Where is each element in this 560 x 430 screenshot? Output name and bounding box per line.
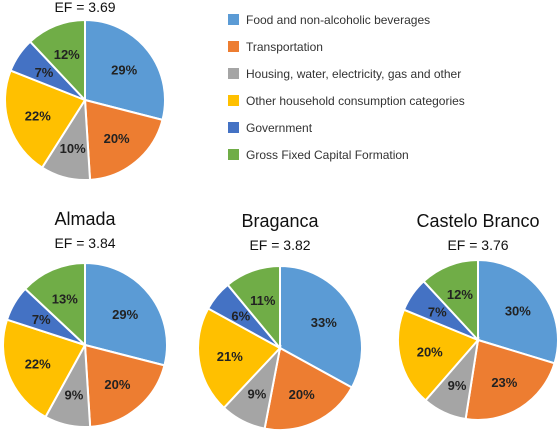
slice-label: 21% <box>217 349 243 364</box>
legend-label: Food and non-alcoholic beverages <box>246 13 430 27</box>
legend-label: Other household consumption categories <box>246 94 465 108</box>
legend-item-other-household-consumption-categories: Other household consumption categories <box>228 94 465 108</box>
slice-label: 13% <box>52 291 78 306</box>
slice-label: 20% <box>104 377 130 392</box>
legend-swatch <box>228 149 239 160</box>
legend-swatch <box>228 68 239 79</box>
pie-slice-other-household-consumption-categories <box>197 307 282 410</box>
slice-label: 33% <box>311 315 337 330</box>
slice-label: 9% <box>248 386 267 401</box>
slice-label: 30% <box>505 303 531 318</box>
pie-ef-value: EF = 3.82 <box>249 237 310 253</box>
pie-ef-value: EF = 3.76 <box>447 237 508 253</box>
pie-ef-value: EF = 3.69 <box>54 0 115 15</box>
pie-slice-gross-fixed-capital-formation <box>28 18 86 103</box>
pie-slice-gross-fixed-capital-formation <box>422 258 479 343</box>
legend-label: Gross Fixed Capital Formation <box>246 148 409 162</box>
slice-label: 20% <box>289 387 315 402</box>
pie-slice-other-household-consumption-categories <box>2 318 87 419</box>
legend-item-government: Government <box>228 121 313 135</box>
pie-slice-food-and-non-alcoholic-beverages <box>84 261 168 367</box>
pie-ef-value: EF = 3.84 <box>54 235 115 251</box>
pie-slice-transportation <box>464 338 556 421</box>
slice-label: 6% <box>231 309 250 324</box>
slice-label: 11% <box>250 293 276 308</box>
slice-label: 29% <box>112 307 138 322</box>
pie-chart-almada: Almada EF = 3.84 29% 20% 9% 22% 7%13% <box>2 209 168 428</box>
pie-slice-gross-fixed-capital-formation <box>23 261 86 348</box>
slice-label: 23% <box>491 375 517 390</box>
legend-label: Housing, water, electricity, gas and oth… <box>246 67 461 81</box>
legend-swatch <box>228 122 239 133</box>
slice-label: 9% <box>448 378 467 393</box>
legend-item-food-and-non-alcoholic-beverages: Food and non-alcoholic beverages <box>228 13 430 27</box>
legend-item-gross-fixed-capital-formation: Gross Fixed Capital Formation <box>228 148 409 162</box>
slice-label: 22% <box>25 357 51 372</box>
pie-slice-transportation <box>83 343 166 428</box>
legend-item-housing-water-electricity-gas-and-other: Housing, water, electricity, gas and oth… <box>228 67 461 81</box>
slice-label: 20% <box>104 131 130 146</box>
legend-swatch <box>228 95 239 106</box>
legend: Food and non-alcoholic beverages Transpor… <box>228 13 465 162</box>
pie-slice-other-household-consumption-categories <box>4 69 87 169</box>
slice-label: 20% <box>417 344 443 359</box>
slice-label: 9% <box>65 388 84 403</box>
slice-label: 7% <box>35 65 54 80</box>
pie-chart-castelo-branco: Castelo Branco EF = 3.76 30% 23% 9% 20% 7%12% <box>397 211 559 421</box>
slice-label: 29% <box>111 63 137 78</box>
pie-slice-food-and-non-alcoholic-beverages <box>477 258 559 365</box>
legend-item-transportation: Transportation <box>228 40 323 54</box>
slice-label: 12% <box>447 287 473 302</box>
pie-slice-gross-fixed-capital-formation <box>226 264 281 351</box>
slice-label: 7% <box>428 305 447 320</box>
slice-label: 10% <box>60 141 86 156</box>
pie-title: Braganca <box>241 211 319 231</box>
pie-title: Castelo Branco <box>416 211 539 231</box>
legend-swatch <box>228 41 239 52</box>
pie-slice-food-and-non-alcoholic-beverages <box>279 264 363 389</box>
legend-label: Government <box>246 121 313 135</box>
slice-label: 7% <box>32 312 51 327</box>
slice-label: 12% <box>54 47 80 62</box>
pie-chart-braganca: Braganca EF = 3.82 33% 20% 9% 21% 6%11% <box>197 211 363 430</box>
pie-title: Almada <box>54 209 116 229</box>
pie-chart-top: EF = 3.69 29% 20% 10% 22% 7%12% <box>4 0 166 181</box>
legend-swatch <box>228 14 239 25</box>
pie-slice-food-and-non-alcoholic-beverages <box>84 18 166 122</box>
legend-label: Transportation <box>246 40 323 54</box>
slice-label: 22% <box>25 108 51 123</box>
pie-slice-transportation <box>83 98 164 181</box>
